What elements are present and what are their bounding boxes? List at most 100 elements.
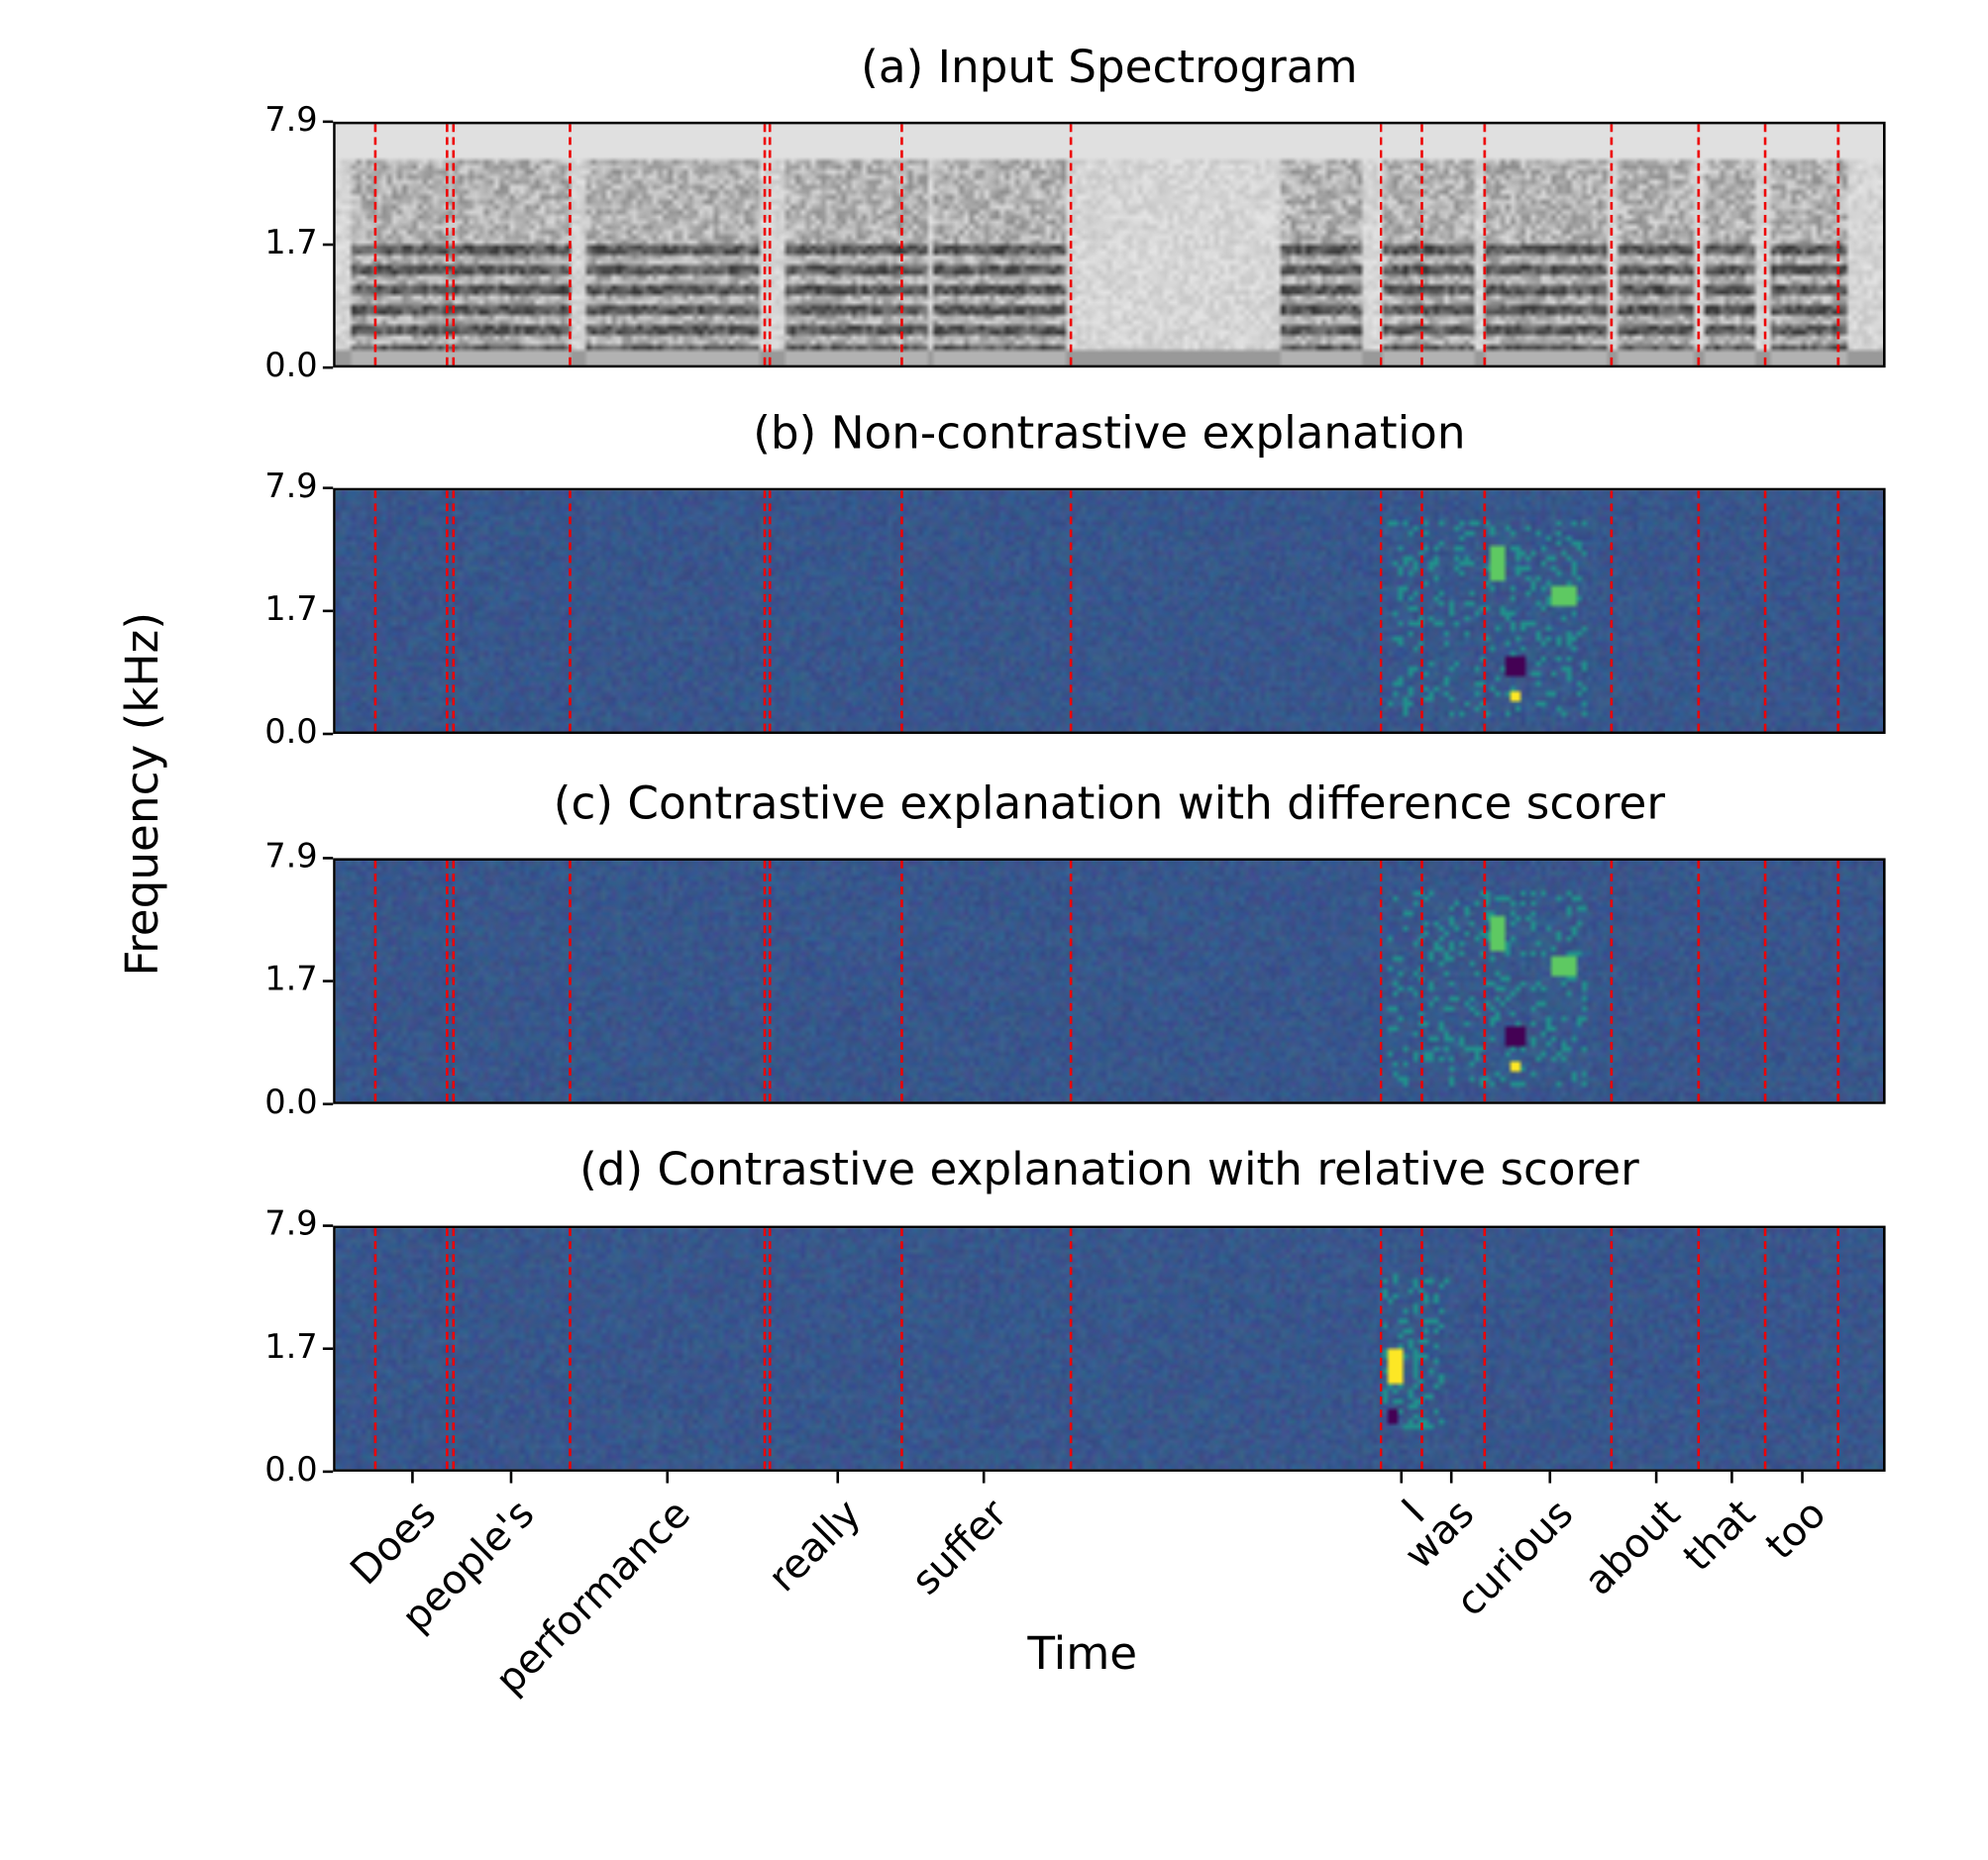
heatmap-cells [335, 861, 1884, 1102]
x-tick-mark [1654, 1471, 1658, 1484]
word-boundary-line [1420, 124, 1423, 365]
y-tick-mark [322, 243, 334, 247]
word-boundary-line [1610, 861, 1614, 1102]
y-tick-label: 1.7 [264, 960, 318, 999]
word-boundary-line [373, 1228, 377, 1470]
word-boundary-line [373, 861, 377, 1102]
word-boundary-line [763, 861, 767, 1102]
word-boundary-line [569, 124, 572, 365]
x-tick-mark [1449, 1471, 1453, 1484]
word-boundary-line [763, 124, 767, 365]
word-boundary-line [1483, 861, 1487, 1102]
y-tick-label: 0.0 [264, 1084, 318, 1122]
word-boundary-line [1763, 1228, 1767, 1470]
x-tick-mark [1548, 1471, 1552, 1484]
word-boundary-line [452, 124, 456, 365]
y-tick-mark [322, 486, 334, 490]
y-tick-mark [322, 980, 334, 982]
word-boundary-line [1697, 490, 1701, 732]
x-tick-mark [836, 1471, 840, 1484]
heatmap-panel [333, 487, 1886, 735]
x-tick-mark [1400, 1471, 1404, 1484]
word-boundary-line [1697, 124, 1701, 365]
word-boundary-line [1697, 861, 1701, 1102]
word-boundary-line [900, 490, 903, 732]
word-boundary-line [446, 1228, 449, 1470]
y-tick-mark [322, 1102, 334, 1106]
x-tick-mark [509, 1471, 513, 1484]
y-axis-label: Frequency (kHz) [117, 612, 169, 977]
word-boundary-line [1069, 861, 1073, 1102]
x-tick-mark [411, 1471, 414, 1484]
x-tick-mark [1730, 1471, 1733, 1484]
word-boundary-line [1836, 861, 1840, 1102]
y-tick-label: 0.0 [264, 1451, 318, 1490]
word-boundary-line [1420, 1228, 1423, 1470]
word-boundary-line [1610, 490, 1614, 732]
x-tick-mark [1801, 1471, 1804, 1484]
word-boundary-line [1483, 490, 1487, 732]
x-tick-label: that [1674, 1491, 1765, 1581]
y-tick-mark [322, 732, 334, 736]
word-boundary-line [763, 1228, 767, 1470]
word-boundary-line [768, 1228, 772, 1470]
y-tick-label: 0.0 [264, 347, 318, 386]
word-boundary-line [1610, 1228, 1614, 1470]
word-boundary-line [1379, 1228, 1383, 1470]
word-boundary-line [446, 490, 449, 732]
word-boundary-line [1483, 124, 1487, 365]
word-boundary-line [1420, 490, 1423, 732]
word-boundary-line [1379, 861, 1383, 1102]
word-boundary-line [1697, 1228, 1701, 1470]
y-tick-mark [322, 120, 334, 124]
word-boundary-line [569, 1228, 572, 1470]
word-boundary-line [768, 124, 772, 365]
word-boundary-line [1836, 1228, 1840, 1470]
word-boundary-line [452, 490, 456, 732]
word-boundary-line [373, 490, 377, 732]
word-boundary-line [768, 861, 772, 1102]
y-tick-mark [322, 365, 334, 369]
word-boundary-line [1610, 124, 1614, 365]
word-boundary-line [1420, 861, 1423, 1102]
y-tick-label: 7.9 [264, 467, 318, 506]
heatmap-panel [333, 858, 1886, 1104]
word-boundary-line [763, 490, 767, 732]
heatmap-cells [335, 490, 1884, 732]
word-boundary-line [1069, 490, 1073, 732]
word-boundary-line [1483, 1228, 1487, 1470]
word-boundary-line [452, 861, 456, 1102]
y-tick-mark [322, 857, 334, 860]
panel-title: (d) Contrastive explanation with relativ… [579, 1145, 1639, 1196]
word-boundary-line [1836, 490, 1840, 732]
y-tick-mark [322, 1224, 334, 1227]
word-boundary-line [1069, 124, 1073, 365]
word-boundary-line [1379, 124, 1383, 365]
y-tick-mark [322, 609, 334, 613]
y-tick-label: 1.7 [264, 224, 318, 263]
x-tick-label: suffer [902, 1491, 1017, 1604]
word-boundary-line [1763, 861, 1767, 1102]
y-tick-label: 7.9 [264, 101, 318, 140]
panel-title: (b) Non-contrastive explanation [753, 408, 1466, 461]
y-tick-label: 1.7 [264, 590, 318, 629]
word-boundary-line [452, 1228, 456, 1470]
word-boundary-line [900, 1228, 903, 1470]
x-axis-label: Time [1027, 1628, 1138, 1681]
heatmap-panel [333, 121, 1886, 368]
x-tick-label: about [1575, 1491, 1690, 1605]
x-tick-label: too [1756, 1491, 1835, 1570]
y-tick-label: 1.7 [264, 1328, 318, 1367]
x-tick-mark [666, 1471, 670, 1484]
x-tick-label: really [760, 1491, 871, 1602]
word-boundary-line [373, 124, 377, 365]
panel-title: (a) Input Spectrogram [861, 42, 1358, 94]
word-boundary-line [900, 861, 903, 1102]
word-boundary-line [569, 861, 572, 1102]
word-boundary-line [1379, 490, 1383, 732]
word-boundary-line [569, 490, 572, 732]
heatmap-cells [335, 1228, 1884, 1470]
panel-title: (c) Contrastive explanation with differe… [553, 778, 1666, 830]
heatmap-cells [335, 124, 1884, 365]
